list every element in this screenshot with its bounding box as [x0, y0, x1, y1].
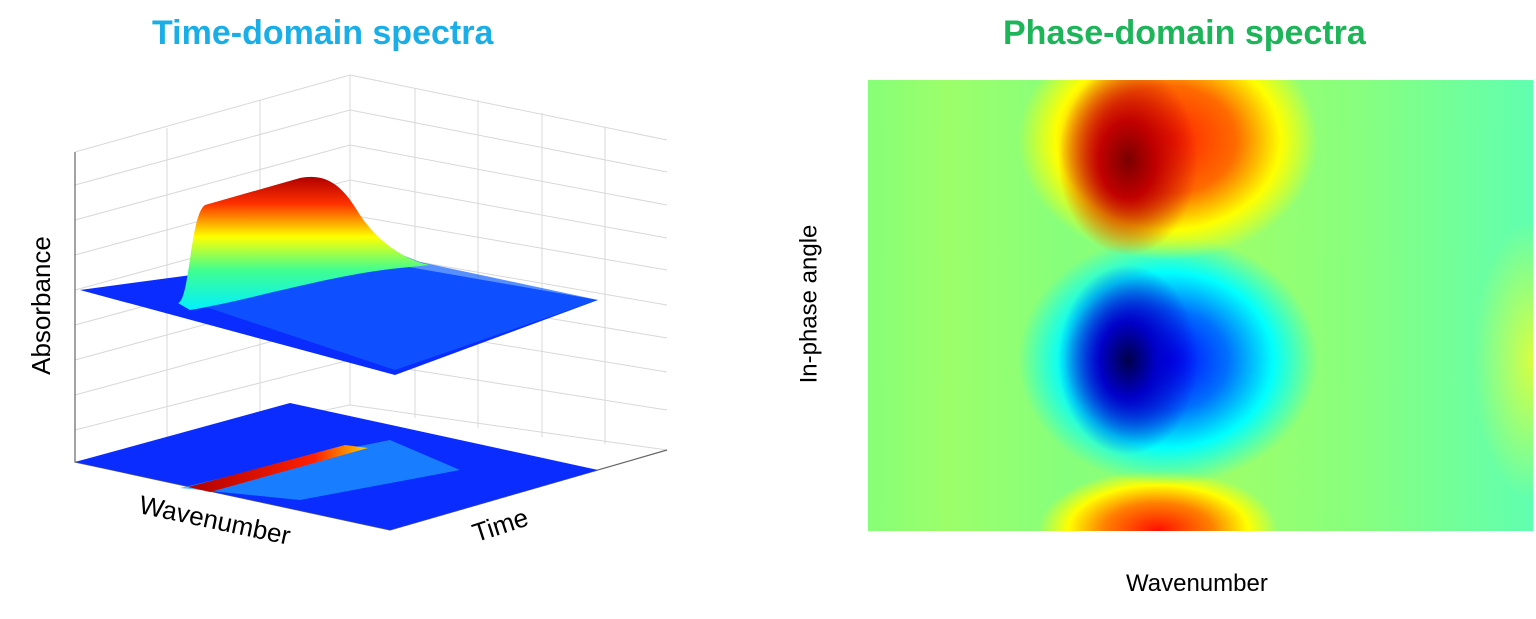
floor-projection-glow — [180, 440, 460, 500]
phase-domain-title: Phase-domain spectra — [1003, 14, 1366, 52]
in-phase-angle-axis-label: In-phase angle — [795, 224, 823, 384]
time-domain-title: Time-domain spectra — [152, 14, 494, 52]
phase-domain-heatmap — [868, 80, 1533, 531]
floor-projection-peak — [188, 445, 368, 492]
surface-ridge — [178, 176, 430, 310]
absorbance-axis-label: Absorbance — [25, 236, 56, 375]
wavenumber-axis-label-heatmap: Wavenumber — [1126, 570, 1268, 597]
time-domain-3d-surface-plot — [74, 74, 668, 531]
